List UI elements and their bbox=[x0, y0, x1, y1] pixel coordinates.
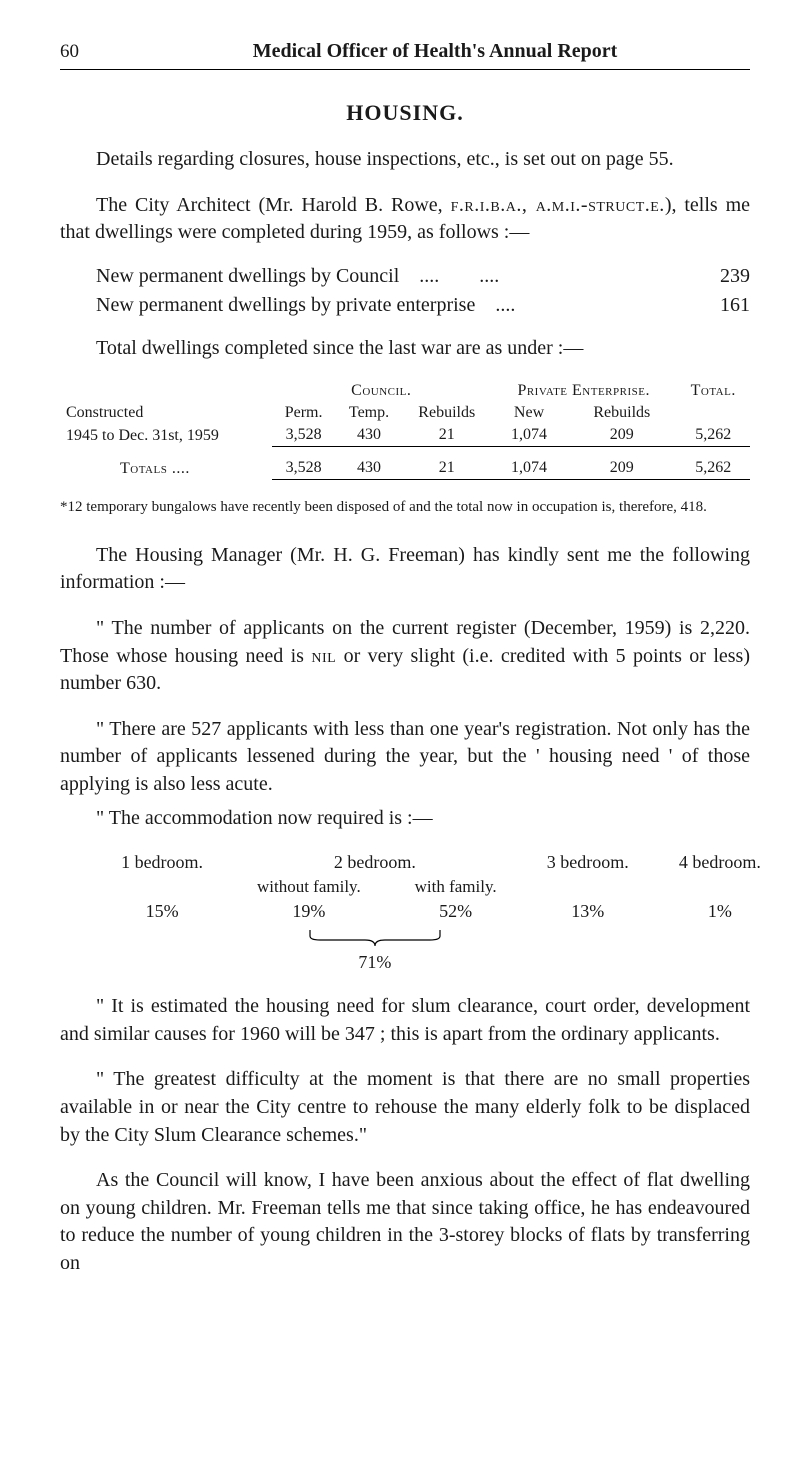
row1-label: 1945 to Dec. 31st, 1959 bbox=[60, 424, 272, 447]
totals-rebuilds: 21 bbox=[403, 457, 491, 480]
section-heading: HOUSING. bbox=[60, 100, 750, 126]
b4-val: 1% bbox=[654, 899, 786, 924]
paragraph-10: As the Council will know, I have been an… bbox=[60, 1167, 750, 1277]
bedroom-data-row: 15% 19% 52% 13% 1% bbox=[96, 899, 786, 924]
stat2-value: 161 bbox=[720, 294, 750, 317]
dwellings-table: Council. Private Enterprise. Total. Cons… bbox=[60, 380, 750, 488]
totals-new: 1,074 bbox=[491, 457, 567, 480]
b2a-val: 19% bbox=[228, 899, 389, 924]
stat1-value: 239 bbox=[720, 265, 750, 288]
b3-header: 3 bedroom. bbox=[522, 850, 654, 875]
b2b-val: 52% bbox=[390, 899, 522, 924]
paragraph-8: " It is estimated the housing need for s… bbox=[60, 993, 750, 1048]
header-rule bbox=[60, 69, 750, 70]
page: 60 Medical Officer of Health's Annual Re… bbox=[0, 0, 800, 1480]
temp-header: Temp. bbox=[336, 402, 403, 424]
stat-line-2: New permanent dwellings by private enter… bbox=[96, 294, 750, 317]
row1-perm: 3,528 bbox=[272, 424, 336, 447]
paragraph-5: " The number of applicants on the curren… bbox=[60, 615, 750, 698]
rebuilds-header: Rebuilds bbox=[403, 402, 491, 424]
stat1-label: New permanent dwellings by Council .... … bbox=[96, 265, 499, 288]
row1-new: 1,074 bbox=[491, 424, 567, 447]
totals-total: 5,262 bbox=[676, 457, 750, 480]
p2-part-a: The City Architect (Mr. Harold B. Rowe, bbox=[96, 194, 451, 216]
bedroom-sub-row: without family. with family. bbox=[96, 875, 786, 899]
council-group-header: Council. bbox=[272, 380, 491, 402]
p2-credentials: f.r.i.b.a., a.m.i.-struct.e. bbox=[451, 194, 665, 216]
row1-temp: 430 bbox=[336, 424, 403, 447]
without-family: without family. bbox=[228, 875, 389, 899]
table-totals-row: Totals .... 3,528 430 21 1,074 209 5,262 bbox=[60, 457, 750, 480]
bedroom-header-row: 1 bedroom. 2 bedroom. 3 bedroom. 4 bedro… bbox=[96, 850, 786, 875]
b1-val: 15% bbox=[96, 899, 228, 924]
totals-label: Totals .... bbox=[60, 457, 272, 480]
brace-icon bbox=[305, 928, 445, 948]
paragraph-1: Details regarding closures, house inspec… bbox=[60, 146, 750, 174]
totals-rebuilds2: 209 bbox=[567, 457, 676, 480]
brace-row bbox=[96, 924, 786, 950]
private-group-header: Private Enterprise. bbox=[491, 380, 677, 402]
table-data-row: 1945 to Dec. 31st, 1959 3,528 430 21 1,0… bbox=[60, 424, 750, 447]
nil-smallcaps: nil bbox=[311, 645, 336, 667]
row1-total: 5,262 bbox=[676, 424, 750, 447]
page-number: 60 bbox=[60, 41, 120, 63]
paragraph-4: The Housing Manager (Mr. H. G. Freeman) … bbox=[60, 542, 750, 597]
row1-rebuilds: 21 bbox=[403, 424, 491, 447]
totals-temp: 430 bbox=[336, 457, 403, 480]
paragraph-7: " The accommodation now required is :— bbox=[60, 805, 750, 833]
paragraph-3: Total dwellings completed since the last… bbox=[60, 335, 750, 363]
table-rule-row-2 bbox=[60, 480, 750, 489]
footnote: *12 temporary bungalows have recently be… bbox=[60, 498, 750, 518]
perm-header: Perm. bbox=[272, 402, 336, 424]
header-title: Medical Officer of Health's Annual Repor… bbox=[120, 40, 750, 63]
paragraph-9: " The greatest difficulty at the moment … bbox=[60, 1066, 750, 1149]
new-header: New bbox=[491, 402, 567, 424]
brace-total-row: 71% bbox=[96, 950, 786, 975]
b4-header: 4 bedroom. bbox=[654, 850, 786, 875]
table-group-header-row: Council. Private Enterprise. Total. bbox=[60, 380, 750, 402]
constructed-header: Constructed bbox=[60, 402, 272, 424]
paragraph-2: The City Architect (Mr. Harold B. Rowe, … bbox=[60, 192, 750, 247]
totals-perm: 3,528 bbox=[272, 457, 336, 480]
row1-rebuilds2: 209 bbox=[567, 424, 676, 447]
total-group-header: Total. bbox=[676, 380, 750, 402]
brace-total: 71% bbox=[228, 950, 522, 975]
stat-line-1: New permanent dwellings by Council .... … bbox=[96, 265, 750, 288]
b3-val: 13% bbox=[522, 899, 654, 924]
table-col-header-row: Constructed Perm. Temp. Rebuilds New Reb… bbox=[60, 402, 750, 424]
with-family: with family. bbox=[390, 875, 522, 899]
b1-header: 1 bedroom. bbox=[96, 850, 228, 875]
p5-text: " The number of applicants on the curren… bbox=[60, 617, 750, 694]
paragraph-6: " There are 527 applicants with less tha… bbox=[60, 716, 750, 799]
b2-header: 2 bedroom. bbox=[228, 850, 522, 875]
stat2-label: New permanent dwellings by private enter… bbox=[96, 294, 515, 317]
table-rule-row bbox=[60, 447, 750, 458]
running-header: 60 Medical Officer of Health's Annual Re… bbox=[60, 40, 750, 63]
rebuilds2-header: Rebuilds bbox=[567, 402, 676, 424]
bedroom-table: 1 bedroom. 2 bedroom. 3 bedroom. 4 bedro… bbox=[96, 850, 786, 975]
